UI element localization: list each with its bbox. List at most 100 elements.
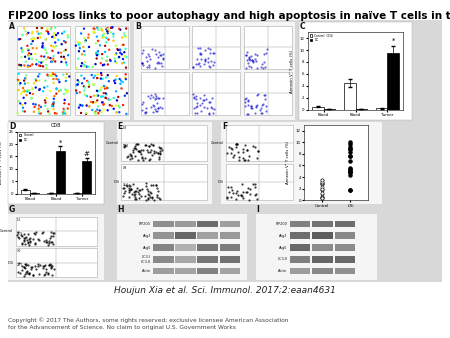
Point xyxy=(29,91,36,97)
Point xyxy=(143,186,150,192)
Point xyxy=(47,264,54,269)
Point xyxy=(122,53,129,59)
Bar xyxy=(122,125,207,161)
Point xyxy=(152,96,159,102)
Point xyxy=(133,196,140,202)
Bar xyxy=(117,214,247,280)
Point xyxy=(154,54,162,59)
Point xyxy=(135,189,142,195)
Point xyxy=(49,103,56,109)
Point xyxy=(149,102,157,108)
Point xyxy=(32,78,40,83)
Point xyxy=(152,93,159,99)
Bar xyxy=(153,233,174,239)
Point xyxy=(63,63,71,68)
Point xyxy=(85,35,92,40)
Point xyxy=(22,100,29,106)
Point xyxy=(238,194,245,199)
Point xyxy=(49,241,56,246)
Point xyxy=(55,50,62,55)
Point xyxy=(36,109,43,114)
Point xyxy=(347,149,354,154)
Point xyxy=(49,73,56,78)
Point xyxy=(247,65,254,70)
Point xyxy=(205,63,212,69)
Point xyxy=(49,264,56,269)
Point xyxy=(62,87,69,92)
Point xyxy=(39,263,46,269)
Point xyxy=(318,191,325,196)
Point xyxy=(238,193,245,198)
Point xyxy=(246,56,253,62)
Point xyxy=(16,62,23,68)
Point xyxy=(318,196,325,201)
Point xyxy=(128,152,135,158)
Point xyxy=(81,76,88,81)
Point xyxy=(142,111,149,116)
Point xyxy=(37,104,45,110)
Point xyxy=(347,146,354,151)
Point xyxy=(247,105,254,110)
Point xyxy=(51,25,59,30)
Point xyxy=(242,95,249,100)
Point xyxy=(145,63,152,68)
Point xyxy=(17,36,24,42)
Point xyxy=(25,231,32,236)
Point xyxy=(59,110,67,115)
Point xyxy=(38,54,45,59)
Point xyxy=(60,38,68,44)
Point xyxy=(155,144,162,150)
Point xyxy=(201,57,208,63)
Point xyxy=(61,56,68,62)
Point xyxy=(40,230,47,235)
Point xyxy=(243,147,251,153)
Point xyxy=(262,92,269,98)
Point xyxy=(129,150,136,155)
Bar xyxy=(198,221,218,227)
Bar xyxy=(153,244,174,251)
Point xyxy=(63,71,70,77)
Point xyxy=(96,43,104,48)
Point xyxy=(103,58,110,64)
Point xyxy=(55,77,62,82)
Point xyxy=(45,109,52,114)
Point xyxy=(24,80,32,86)
Point xyxy=(206,99,213,105)
Point xyxy=(31,240,38,246)
Point xyxy=(49,272,56,277)
Point xyxy=(23,88,30,94)
Point xyxy=(18,240,26,246)
Point xyxy=(52,59,59,64)
Point xyxy=(23,237,30,243)
Point xyxy=(45,29,52,34)
Point xyxy=(36,103,43,108)
Point xyxy=(200,105,207,110)
Point xyxy=(25,56,32,62)
Text: I: I xyxy=(256,206,259,214)
Point xyxy=(234,150,242,155)
Point xyxy=(118,86,125,91)
Point xyxy=(248,53,255,58)
Point xyxy=(117,81,124,87)
Text: G: G xyxy=(9,206,15,214)
Bar xyxy=(335,244,356,251)
Point xyxy=(27,235,34,241)
Point xyxy=(91,30,98,35)
Point xyxy=(36,86,43,92)
Point xyxy=(225,189,233,195)
Point xyxy=(32,76,39,82)
Point xyxy=(248,57,255,63)
Point xyxy=(21,26,28,31)
Point xyxy=(27,239,34,244)
Text: CD8: CD8 xyxy=(51,123,61,128)
Point xyxy=(197,51,204,56)
Point xyxy=(48,265,55,270)
Point xyxy=(106,57,113,63)
Point xyxy=(22,272,29,277)
Point xyxy=(15,98,22,104)
Point xyxy=(126,183,134,188)
Point xyxy=(109,25,116,30)
Point xyxy=(129,147,136,152)
Point xyxy=(247,57,254,63)
Point xyxy=(118,52,126,57)
